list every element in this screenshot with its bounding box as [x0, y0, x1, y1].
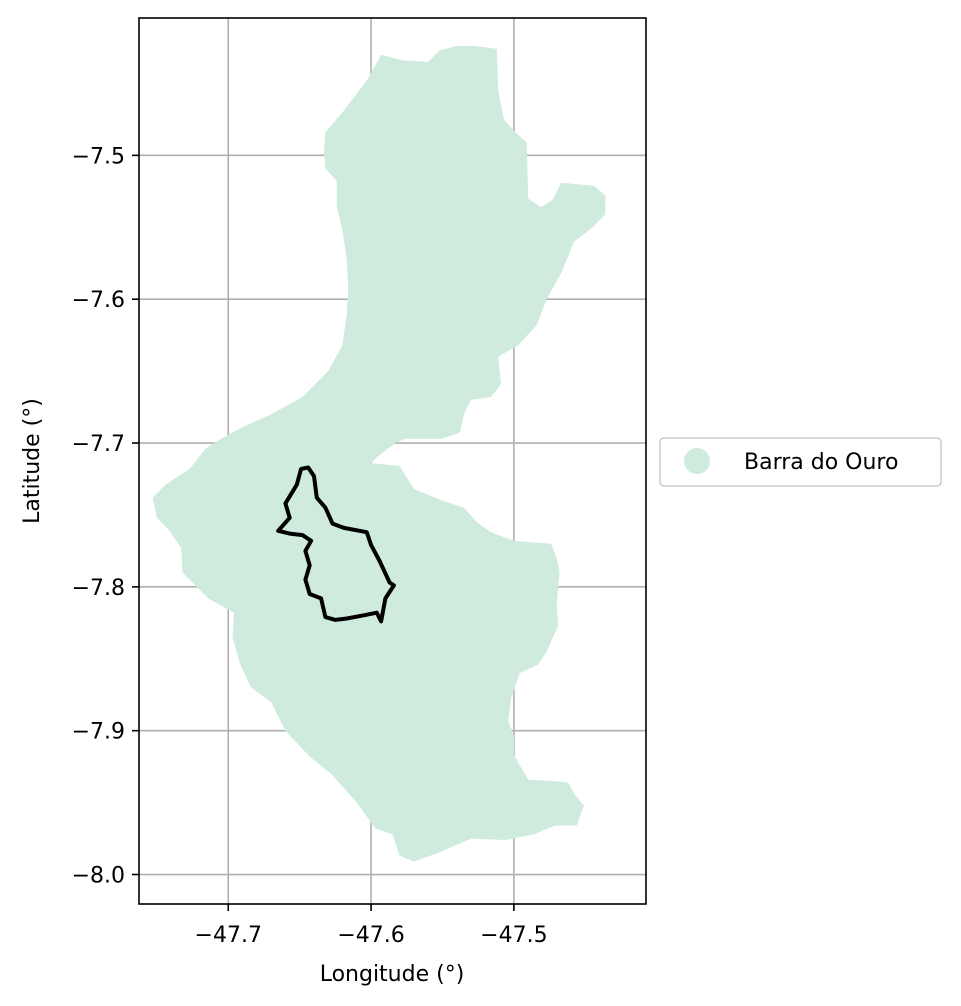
y-tick-label: −8.0: [72, 864, 125, 889]
x-tick-label: −47.7: [195, 923, 262, 948]
x-tick-label: −47.5: [480, 923, 547, 948]
y-axis-label: Latitude (°): [20, 398, 45, 524]
legend-label: Barra do Ouro: [744, 450, 898, 475]
y-tick-label: −7.8: [72, 576, 125, 601]
y-tick-label: −7.7: [72, 432, 125, 457]
y-tick-label: −7.9: [72, 720, 125, 745]
x-axis-label: Longitude (°): [320, 962, 465, 987]
barra-do-ouro-region: [153, 46, 606, 862]
y-tick-label: −7.6: [72, 288, 125, 313]
legend-marker: [684, 448, 710, 474]
legend: Barra do Ouro: [660, 438, 941, 486]
x-tick-label: −47.6: [337, 923, 404, 948]
y-tick-label: −7.5: [72, 144, 125, 169]
